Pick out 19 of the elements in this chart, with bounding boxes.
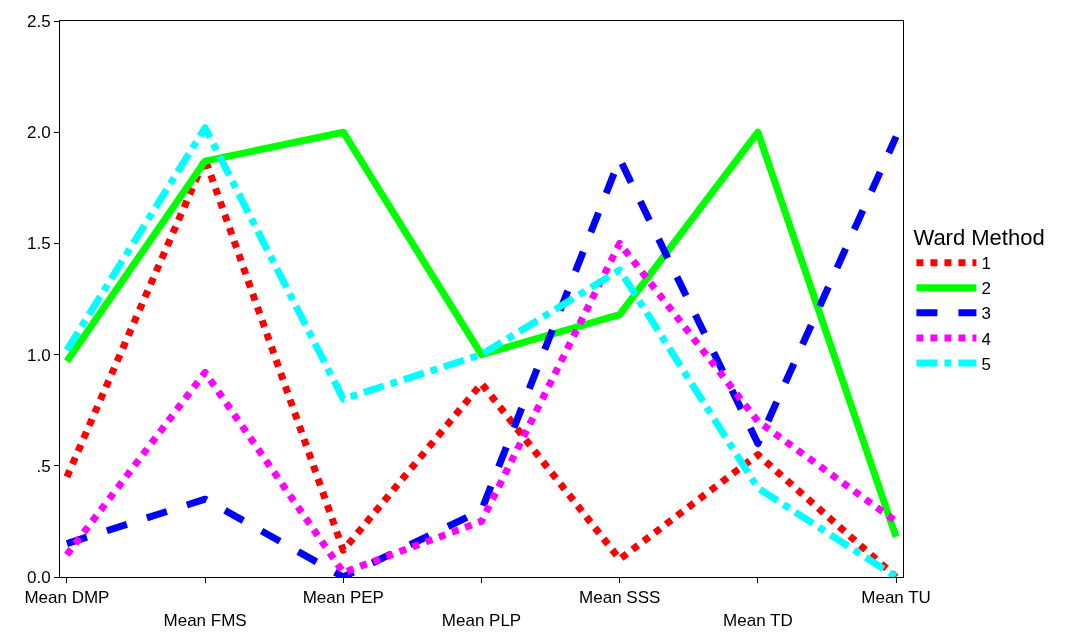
x-tick-label: Mean TD: [723, 610, 793, 630]
legend-label: 1: [981, 254, 991, 274]
y-tick-label: 1.5: [26, 234, 51, 254]
legend-label: 3: [981, 304, 991, 324]
x-tick-label: Mean PLP: [441, 610, 522, 630]
legend-label: 5: [981, 354, 991, 374]
legend-label: 4: [981, 329, 991, 349]
x-tick-label: Mean TU: [861, 588, 931, 608]
legend-title: Ward Method: [913, 225, 1045, 251]
y-tick-label: .5: [36, 456, 51, 476]
y-tick-label: 2.5: [26, 11, 51, 31]
legend-label: 2: [981, 279, 991, 299]
y-tick-label: 0.0: [26, 567, 51, 587]
x-tick-label: Mean FMS: [163, 610, 247, 630]
x-tick-label: Mean DMP: [24, 588, 110, 608]
x-tick-label: Mean PEP: [302, 588, 384, 608]
y-tick-label: 2.0: [26, 123, 51, 143]
x-tick-label: Mean SSS: [579, 588, 661, 608]
y-tick-label: 1.0: [26, 345, 51, 365]
